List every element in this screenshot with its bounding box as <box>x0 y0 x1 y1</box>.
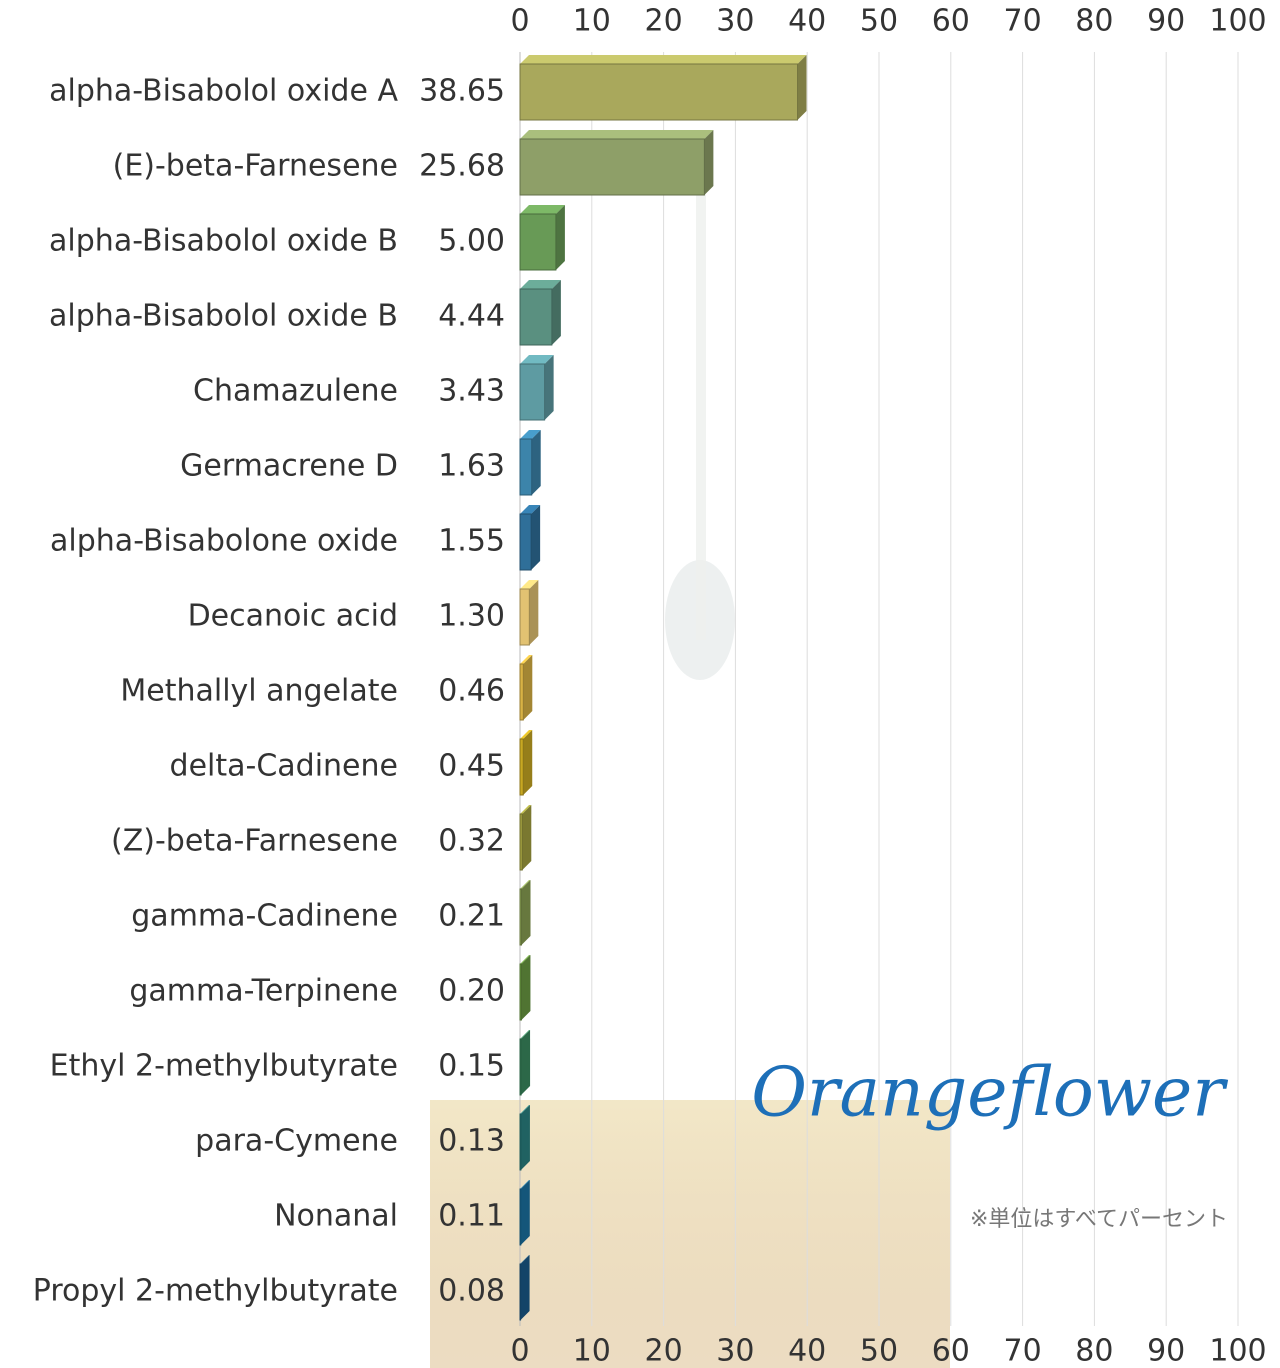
chart: 0 0 10 10 20 20 30 30 40 40 50 50 60 60 70 70 80 80 90 90 10… <box>0 0 1280 1368</box>
bar-side <box>521 1030 530 1095</box>
bar <box>520 1189 521 1245</box>
bar <box>520 1114 521 1170</box>
x-tick-label-top: 100 <box>1209 4 1266 39</box>
value-label: 1.55 <box>438 524 505 559</box>
x-tick-label-bottom: 0 <box>510 1334 529 1368</box>
logo: Orangeflower <box>751 1054 1228 1133</box>
x-tick-label-top: 30 <box>716 4 754 39</box>
x-tick-label-top: 80 <box>1075 4 1113 39</box>
bar <box>520 964 521 1020</box>
x-tick-label-top: 40 <box>788 4 826 39</box>
value-label: 0.46 <box>438 674 505 709</box>
x-tick-label-top: 90 <box>1147 4 1185 39</box>
bar-side <box>523 655 532 720</box>
bar <box>520 889 522 945</box>
value-label: 0.11 <box>438 1199 505 1234</box>
value-label: 25.68 <box>419 149 505 184</box>
x-tick-label-top: 60 <box>932 4 970 39</box>
bar-top <box>520 130 713 139</box>
bar <box>520 814 522 870</box>
bar <box>520 664 523 720</box>
x-tick-label-top: 20 <box>645 4 683 39</box>
category-label: alpha-Bisabolol oxide A <box>49 74 398 109</box>
unit-note: ※単位はすべてパーセント <box>970 1207 1228 1232</box>
bar-side <box>798 55 807 120</box>
bar <box>520 289 552 345</box>
x-tick-label-bottom: 80 <box>1075 1334 1113 1368</box>
category-label: Methallyl angelate <box>120 674 398 709</box>
bar-side <box>522 805 531 870</box>
bottle-background <box>430 1100 950 1368</box>
bar-side <box>545 355 554 420</box>
x-tick-label-top: 50 <box>860 4 898 39</box>
value-label: 0.32 <box>438 824 505 859</box>
x-tick-label-top: 0 <box>510 4 529 39</box>
x-tick-label-bottom: 70 <box>1004 1334 1042 1368</box>
bar <box>520 439 532 495</box>
value-label: 0.08 <box>438 1274 505 1309</box>
bar-side <box>704 130 713 195</box>
bar-side <box>532 430 541 495</box>
x-tick-label-bottom: 10 <box>573 1334 611 1368</box>
x-tick-label-bottom: 100 <box>1209 1334 1266 1368</box>
bar-side <box>529 580 538 645</box>
x-tick-label-bottom: 90 <box>1147 1334 1185 1368</box>
value-label: 38.65 <box>419 74 505 109</box>
category-label: Propyl 2-methylbutyrate <box>33 1274 398 1309</box>
bar-side <box>522 880 531 945</box>
value-label: 0.45 <box>438 749 505 784</box>
bar-side <box>552 280 561 345</box>
bar-side <box>521 955 530 1020</box>
x-tick-label-top: 10 <box>573 4 611 39</box>
category-label: gamma-Terpinene <box>129 974 398 1009</box>
bar <box>520 739 523 795</box>
category-label: Chamazulene <box>193 374 398 409</box>
value-label: 1.63 <box>438 449 505 484</box>
bar-side <box>521 1105 530 1170</box>
bar-side <box>523 730 532 795</box>
bar <box>520 589 529 645</box>
category-label: delta-Cadinene <box>170 749 398 784</box>
bar-side <box>521 1255 530 1320</box>
x-tick-label-bottom: 60 <box>932 1334 970 1368</box>
category-label: Germacrene D <box>180 449 398 484</box>
value-label: 0.21 <box>438 899 505 934</box>
value-label: 3.43 <box>438 374 505 409</box>
category-label: alpha-Bisabolone oxide <box>50 524 398 559</box>
value-label: 5.00 <box>438 224 505 259</box>
value-label: 4.44 <box>438 299 505 334</box>
value-label: 1.30 <box>438 599 505 634</box>
bar <box>520 214 556 270</box>
x-tick-label-top: 70 <box>1004 4 1042 39</box>
category-label: gamma-Cadinene <box>131 899 398 934</box>
bar-top <box>520 55 807 64</box>
x-tick-label-bottom: 20 <box>645 1334 683 1368</box>
bar-side <box>521 1180 530 1245</box>
bar <box>520 364 545 420</box>
bar <box>520 139 704 195</box>
bar-side <box>556 205 565 270</box>
bar <box>520 1039 521 1095</box>
x-tick-label-bottom: 40 <box>788 1334 826 1368</box>
category-label: Nonanal <box>274 1199 398 1234</box>
category-label: (E)-beta-Farnesene <box>113 149 398 184</box>
droplet-stem <box>696 190 706 640</box>
x-tick-label-bottom: 50 <box>860 1334 898 1368</box>
value-label: 0.15 <box>438 1049 505 1084</box>
category-label: Ethyl 2-methylbutyrate <box>50 1049 398 1084</box>
value-label: 0.20 <box>438 974 505 1009</box>
category-label: (Z)-beta-Farnesene <box>111 824 398 859</box>
category-label: alpha-Bisabolol oxide B <box>49 224 398 259</box>
category-label: para-Cymene <box>195 1124 398 1159</box>
bar <box>520 1264 521 1320</box>
category-label: alpha-Bisabolol oxide B <box>49 299 398 334</box>
bar <box>520 514 531 570</box>
x-tick-label-bottom: 30 <box>716 1334 754 1368</box>
bar <box>520 64 798 120</box>
value-label: 0.13 <box>438 1124 505 1159</box>
bar-side <box>531 505 540 570</box>
category-label: Decanoic acid <box>188 599 398 634</box>
